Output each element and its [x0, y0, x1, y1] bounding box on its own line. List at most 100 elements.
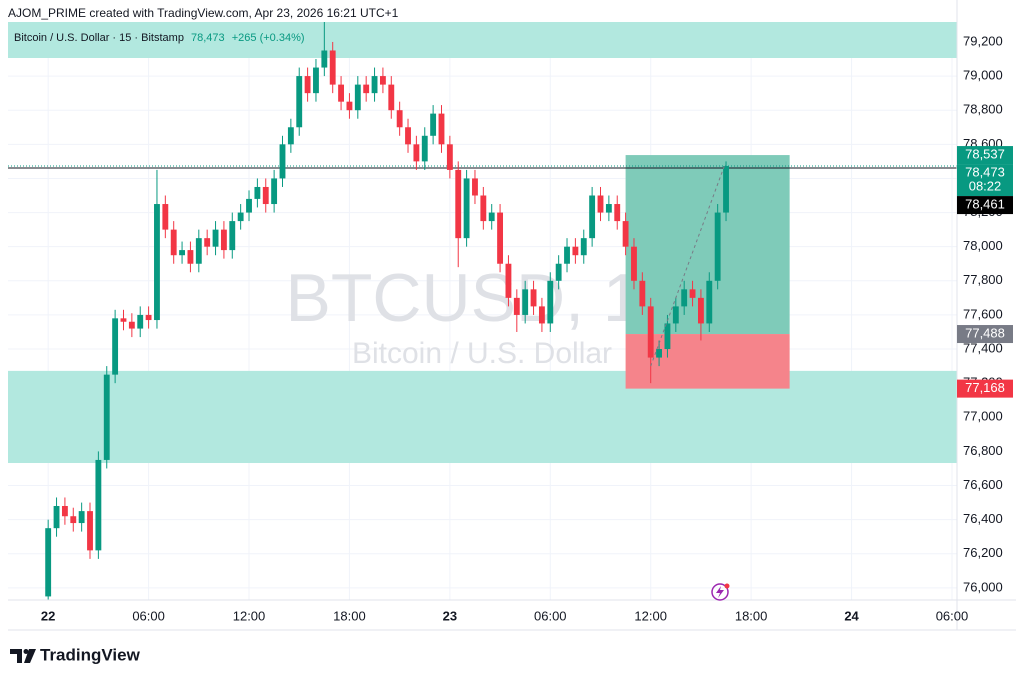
candle-body [246, 198, 252, 213]
candle-body [70, 516, 77, 524]
x-tick-label: 18:00 [735, 608, 768, 623]
candle-body [379, 76, 386, 85]
price-label: 78,473 [965, 165, 1005, 180]
candle-body [195, 238, 202, 264]
x-tick-label: 22 [41, 608, 55, 623]
grid [8, 22, 957, 600]
candle-body [154, 204, 160, 321]
candle-body [463, 178, 470, 239]
watermark-title: BTCUSD, 15 [286, 260, 679, 336]
candle-body [530, 289, 537, 307]
candle-body [179, 250, 185, 256]
candle-body [237, 212, 244, 222]
candle-body [61, 505, 68, 517]
x-tick-label: 23 [443, 608, 457, 623]
brand: TradingView [40, 645, 141, 664]
candle-body [87, 511, 93, 551]
y-tick-label: 76,400 [963, 511, 1003, 526]
candle-body [413, 144, 420, 162]
candle-body [697, 297, 704, 324]
y-tick-label: 78,000 [963, 238, 1003, 253]
x-tick-label: 06:00 [132, 608, 165, 623]
candle-body [262, 186, 269, 205]
candle-body [354, 84, 361, 111]
candle-body [513, 297, 520, 315]
legend-symbol: Bitcoin / U.S. Dollar · 15 · Bitstamp [14, 32, 184, 44]
candle-body [45, 528, 52, 597]
candle-body [421, 135, 428, 162]
x-tick-label: 24 [844, 608, 859, 623]
price-label-box [957, 146, 1013, 165]
price-label: 77,168 [965, 380, 1005, 395]
x-tick-label: 06:00 [534, 608, 567, 623]
candle-body [321, 50, 328, 68]
candle-body [304, 76, 311, 94]
alert-icon [711, 583, 730, 601]
price-label-box [957, 325, 1013, 344]
y-tick-label: 76,000 [963, 579, 1003, 594]
y-tick-label: 77,800 [963, 272, 1003, 287]
candle-body [622, 221, 629, 247]
candle-body [430, 113, 437, 136]
candle-body [329, 50, 336, 85]
candle-body [371, 76, 378, 94]
candle-body [95, 459, 102, 551]
candle-body [689, 289, 696, 298]
price-label-box [957, 379, 1013, 398]
candle-body [522, 289, 529, 315]
plot [8, 22, 957, 600]
x-tick-label: 06:00 [936, 608, 969, 623]
candle-body [346, 101, 353, 111]
candle-body [220, 229, 227, 251]
price-label: 77,488 [965, 325, 1005, 340]
y-tick-label: 76,600 [963, 477, 1003, 492]
candle-body [455, 169, 462, 239]
candle-body [664, 323, 671, 350]
y-tick-label: 77,600 [963, 306, 1003, 321]
zone [8, 22, 957, 58]
y-tick-label: 79,200 [963, 33, 1003, 48]
y-tick-label: 76,200 [963, 545, 1003, 560]
brand-logo [10, 649, 36, 663]
candle-body [271, 178, 278, 205]
candle-body [363, 84, 370, 94]
countdown: 08:22 [969, 179, 1002, 194]
candle-body [647, 306, 654, 358]
candle-body [279, 144, 286, 179]
candle-body [446, 144, 453, 170]
candle-body [128, 321, 135, 329]
candle-body [120, 318, 127, 322]
candle-body [287, 127, 294, 145]
candle-body [714, 212, 721, 281]
candle-body [723, 165, 729, 213]
candle-body [480, 195, 487, 222]
candle-body [229, 221, 236, 251]
candle-body [656, 349, 663, 358]
price-label: 78,537 [965, 147, 1005, 162]
candle-body [187, 250, 194, 264]
candle-body [388, 84, 395, 111]
legend-price: 78,473 [191, 32, 225, 44]
candle-body [672, 306, 679, 324]
candle-body [488, 212, 495, 222]
candle-body [162, 204, 169, 230]
candle-body [254, 186, 261, 199]
candle-body [564, 246, 570, 264]
candle-body [706, 280, 713, 324]
x-tick-label: 12:00 [233, 608, 266, 623]
candle-body [313, 67, 319, 94]
candle-body [597, 195, 604, 213]
y-tick-label: 77,400 [963, 340, 1003, 355]
legend-change: +265 (+0.34%) [232, 32, 305, 44]
candle-body [572, 246, 579, 256]
candle-body [555, 263, 562, 281]
candle-body [396, 110, 403, 128]
x-tick-label: 12:00 [634, 608, 667, 623]
y-tick-label: 76,800 [963, 443, 1003, 458]
candle-body [631, 246, 637, 281]
candle-body [505, 263, 512, 298]
axes: 76,00076,20076,40076,60076,80077,00077,2… [41, 33, 1013, 623]
price-label-box [957, 164, 1013, 197]
